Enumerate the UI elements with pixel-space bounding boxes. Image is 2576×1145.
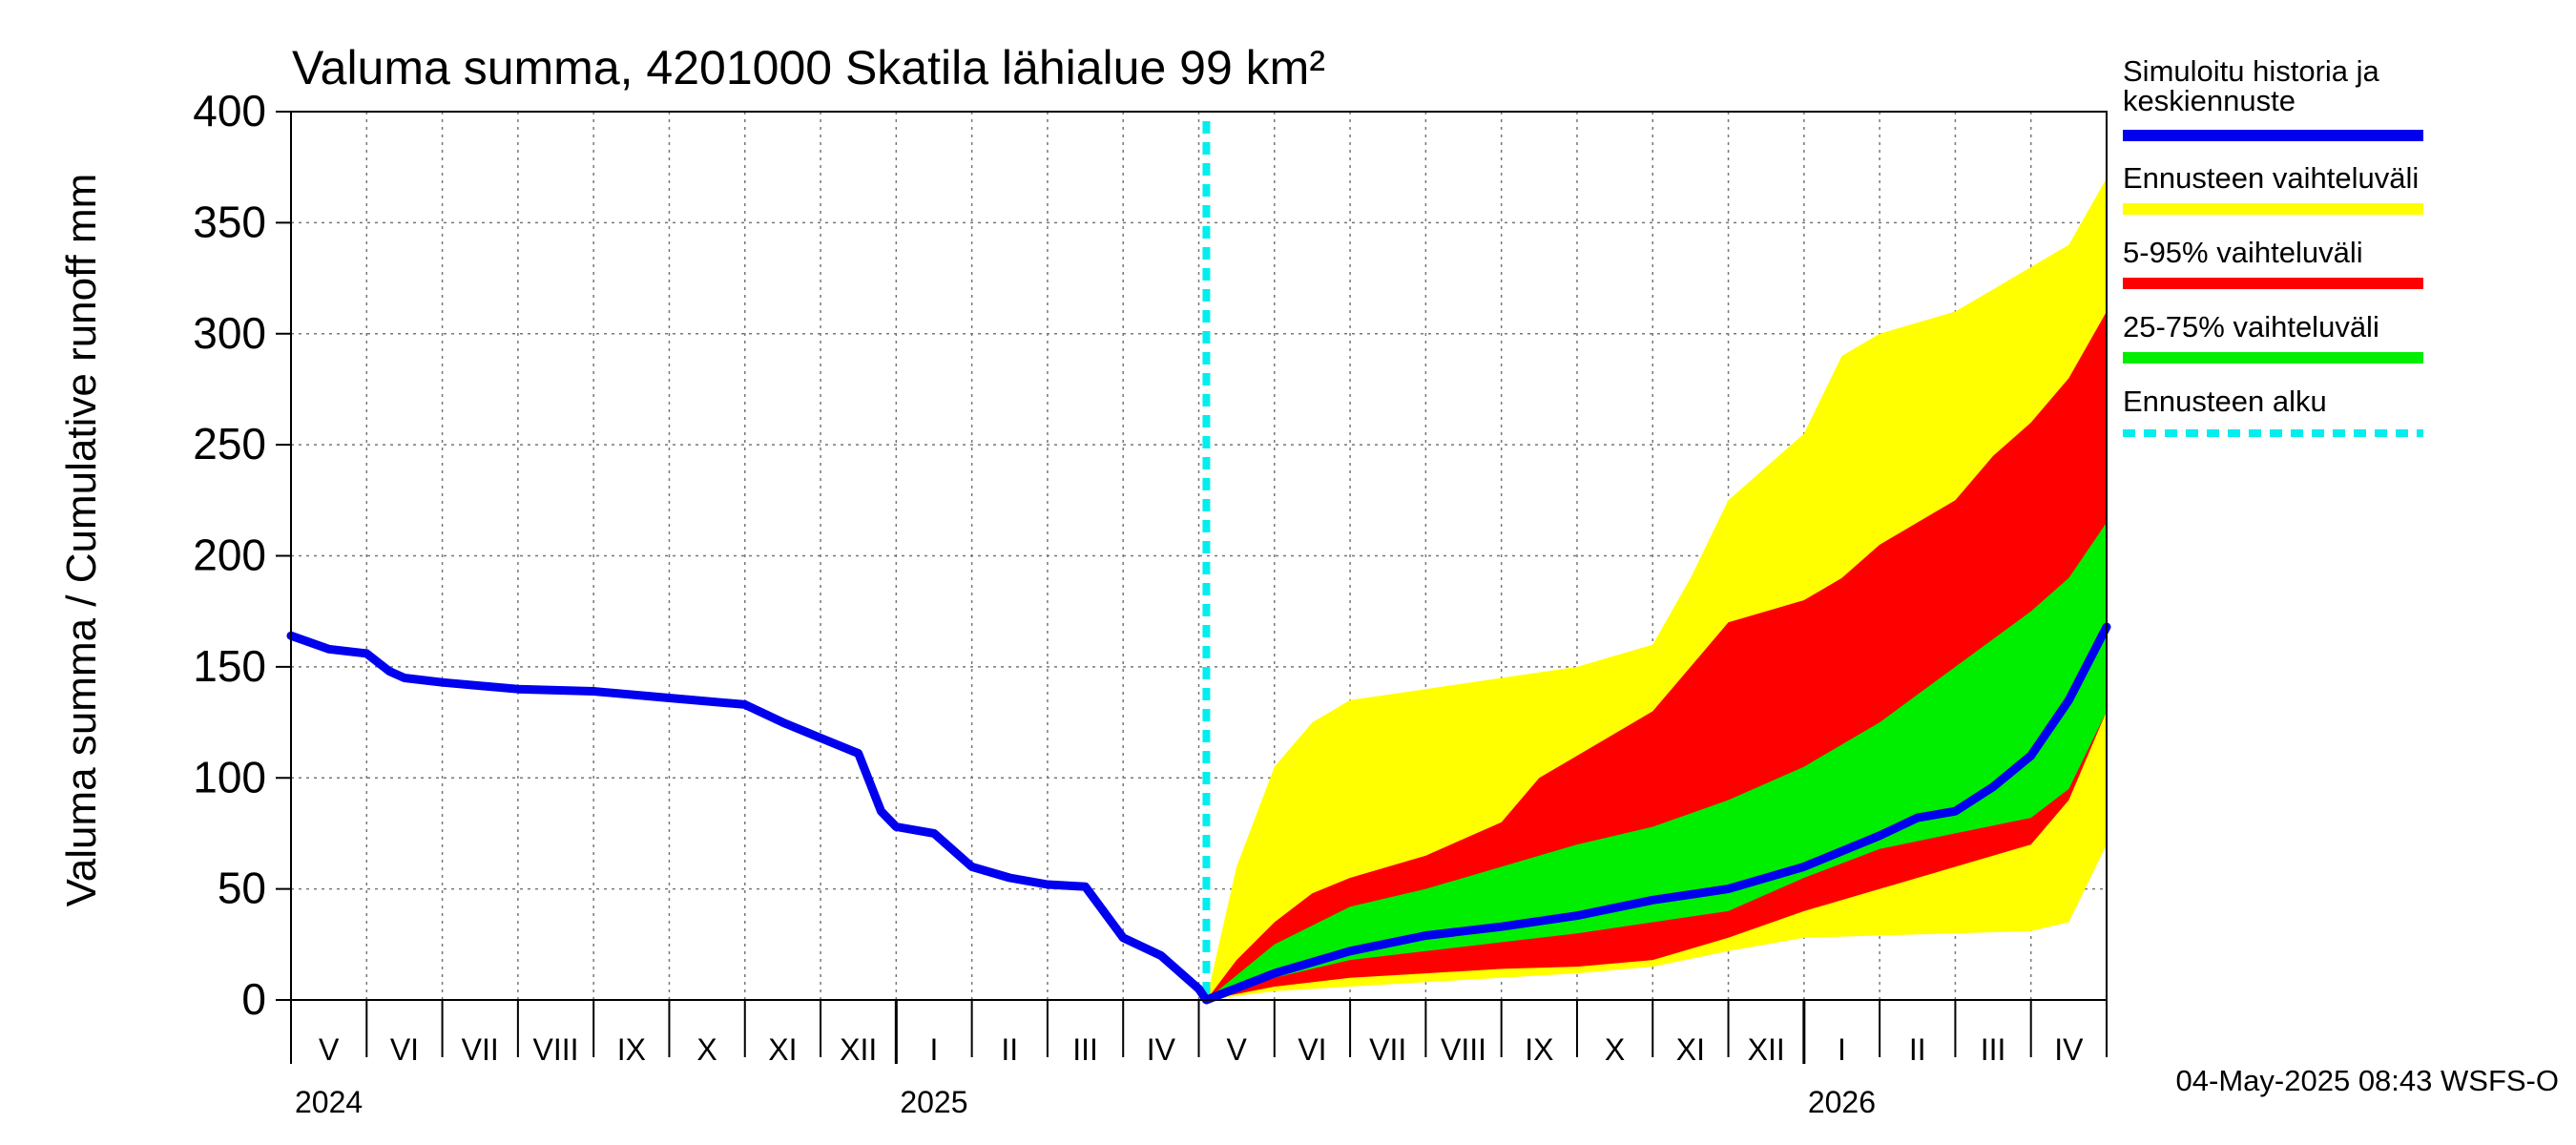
y-tick-label: 200 <box>193 531 266 580</box>
month-label: II <box>1909 1032 1926 1067</box>
legend-label-line2: keskiennuste <box>2123 84 2296 117</box>
y-tick-label: 150 <box>193 641 266 691</box>
y-tick-label: 100 <box>193 752 266 802</box>
month-label: I <box>1838 1032 1846 1067</box>
range-bands <box>1206 177 2107 1001</box>
chart-title: Valuma summa, 4201000 Skatila lähialue 9… <box>292 41 1325 94</box>
month-label: III <box>1072 1032 1098 1067</box>
year-label: 2024 <box>295 1085 363 1119</box>
y-tick-label: 50 <box>218 864 266 913</box>
month-label: VII <box>1369 1032 1406 1067</box>
month-label: VIII <box>533 1032 579 1067</box>
month-label: XI <box>1676 1032 1705 1067</box>
month-label: IV <box>1147 1032 1176 1067</box>
month-label: VI <box>1298 1032 1326 1067</box>
month-label: II <box>1001 1032 1018 1067</box>
legend-label: 25-75% vaihteluväli <box>2123 310 2379 344</box>
range-25-75-band <box>1206 522 2107 1000</box>
history-mean-line <box>286 622 2111 1005</box>
legend-label: Simuloitu historia ja <box>2123 54 2380 88</box>
month-label: IX <box>1525 1032 1553 1067</box>
y-tick-label: 350 <box>193 197 266 246</box>
year-label: 2025 <box>900 1085 967 1119</box>
legend-label: Ennusteen vaihteluväli <box>2123 161 2419 195</box>
month-label: VIII <box>1441 1032 1486 1067</box>
y-axis-label: Valuma summa / Cumulative runoff mm <box>58 174 105 907</box>
y-tick-label: 300 <box>193 308 266 358</box>
month-label: XII <box>1748 1032 1785 1067</box>
month-label: X <box>1605 1032 1625 1067</box>
month-label: X <box>696 1032 717 1067</box>
month-label: III <box>1981 1032 2006 1067</box>
month-label: I <box>930 1032 939 1067</box>
legend-label: 5-95% vaihteluväli <box>2123 236 2363 269</box>
month-label: XII <box>840 1032 877 1067</box>
y-tick-label: 400 <box>193 86 266 135</box>
month-label: XI <box>768 1032 797 1067</box>
month-label: V <box>1226 1032 1247 1067</box>
month-label: V <box>319 1032 340 1067</box>
month-label: VII <box>462 1032 499 1067</box>
month-label: VI <box>390 1032 419 1067</box>
series-lines <box>286 121 2111 1005</box>
month-label: IX <box>617 1032 646 1067</box>
y-tick-label: 250 <box>193 419 266 468</box>
year-label: 2026 <box>1808 1085 1876 1119</box>
y-tick-label: 0 <box>241 974 266 1024</box>
legend-label: Ennusteen alku <box>2123 385 2327 418</box>
month-label: IV <box>2054 1032 2084 1067</box>
timestamp-label: 04-May-2025 08:43 WSFS-O <box>2176 1064 2559 1097</box>
